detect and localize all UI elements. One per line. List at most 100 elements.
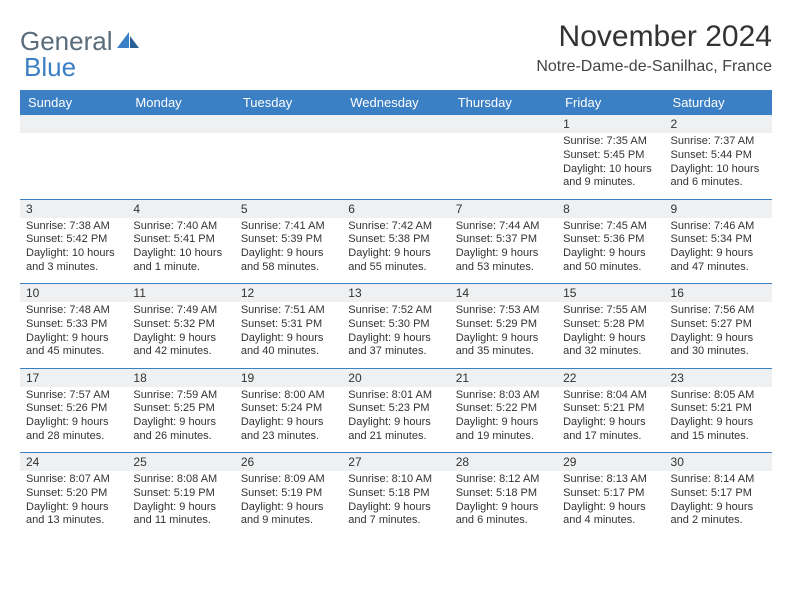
sunset-text: Sunset: 5:41 PM — [133, 233, 228, 247]
sunset-text: Sunset: 5:44 PM — [671, 149, 766, 163]
day-number-cell: 4 — [127, 199, 234, 218]
sunrise-text: Sunrise: 8:09 AM — [241, 473, 336, 487]
day-info-cell — [20, 133, 127, 199]
sunset-text: Sunset: 5:32 PM — [133, 318, 228, 332]
daylight-text: Daylight: 9 hours and 21 minutes. — [348, 416, 443, 444]
day-info-cell: Sunrise: 7:38 AMSunset: 5:42 PMDaylight:… — [20, 218, 127, 284]
sunrise-text: Sunrise: 7:59 AM — [133, 389, 228, 403]
title-block: November 2024 Notre-Dame-de-Sanilhac, Fr… — [536, 20, 772, 76]
day-info-cell — [342, 133, 449, 199]
sunrise-text: Sunrise: 8:10 AM — [348, 473, 443, 487]
daylight-text: Daylight: 10 hours and 9 minutes. — [563, 163, 658, 191]
daylight-text: Daylight: 9 hours and 53 minutes. — [456, 247, 551, 275]
sunset-text: Sunset: 5:39 PM — [241, 233, 336, 247]
day-number-cell: 28 — [450, 453, 557, 472]
day-number-cell: 9 — [665, 199, 772, 218]
day-info-cell: Sunrise: 7:40 AMSunset: 5:41 PMDaylight:… — [127, 218, 234, 284]
day-number-cell: 21 — [450, 368, 557, 387]
sunrise-text: Sunrise: 8:07 AM — [26, 473, 121, 487]
day-number-cell: 25 — [127, 453, 234, 472]
daylight-text: Daylight: 9 hours and 37 minutes. — [348, 332, 443, 360]
sunset-text: Sunset: 5:27 PM — [671, 318, 766, 332]
sunset-text: Sunset: 5:31 PM — [241, 318, 336, 332]
weekday-header: Friday — [557, 90, 664, 115]
daylight-text: Daylight: 9 hours and 28 minutes. — [26, 416, 121, 444]
week-info-row: Sunrise: 7:38 AMSunset: 5:42 PMDaylight:… — [20, 218, 772, 284]
day-info-cell: Sunrise: 8:01 AMSunset: 5:23 PMDaylight:… — [342, 387, 449, 453]
daylight-text: Daylight: 9 hours and 17 minutes. — [563, 416, 658, 444]
day-info-cell: Sunrise: 7:56 AMSunset: 5:27 PMDaylight:… — [665, 302, 772, 368]
day-number-cell: 7 — [450, 199, 557, 218]
day-number-cell: 3 — [20, 199, 127, 218]
sunrise-text: Sunrise: 7:46 AM — [671, 220, 766, 234]
sunrise-text: Sunrise: 7:49 AM — [133, 304, 228, 318]
sunset-text: Sunset: 5:30 PM — [348, 318, 443, 332]
header: General November 2024 Notre-Dame-de-Sani… — [20, 20, 772, 76]
sunset-text: Sunset: 5:26 PM — [26, 402, 121, 416]
day-number-cell: 24 — [20, 453, 127, 472]
day-info-cell — [235, 133, 342, 199]
daylight-text: Daylight: 10 hours and 6 minutes. — [671, 163, 766, 191]
sunset-text: Sunset: 5:18 PM — [456, 487, 551, 501]
day-info-cell: Sunrise: 8:10 AMSunset: 5:18 PMDaylight:… — [342, 471, 449, 537]
day-info-cell: Sunrise: 8:14 AMSunset: 5:17 PMDaylight:… — [665, 471, 772, 537]
daylight-text: Daylight: 9 hours and 58 minutes. — [241, 247, 336, 275]
sunrise-text: Sunrise: 8:00 AM — [241, 389, 336, 403]
day-info-cell: Sunrise: 8:08 AMSunset: 5:19 PMDaylight:… — [127, 471, 234, 537]
day-info-cell: Sunrise: 7:57 AMSunset: 5:26 PMDaylight:… — [20, 387, 127, 453]
sunrise-text: Sunrise: 7:38 AM — [26, 220, 121, 234]
daylight-text: Daylight: 9 hours and 30 minutes. — [671, 332, 766, 360]
logo-sail-icon — [115, 26, 143, 57]
day-number-cell: 19 — [235, 368, 342, 387]
day-info-cell: Sunrise: 7:42 AMSunset: 5:38 PMDaylight:… — [342, 218, 449, 284]
weekday-header: Tuesday — [235, 90, 342, 115]
sunset-text: Sunset: 5:33 PM — [26, 318, 121, 332]
day-number-cell: 1 — [557, 115, 664, 133]
daylight-text: Daylight: 9 hours and 6 minutes. — [456, 501, 551, 529]
sunset-text: Sunset: 5:18 PM — [348, 487, 443, 501]
day-number-cell: 6 — [342, 199, 449, 218]
day-info-cell: Sunrise: 8:13 AMSunset: 5:17 PMDaylight:… — [557, 471, 664, 537]
daylight-text: Daylight: 9 hours and 50 minutes. — [563, 247, 658, 275]
day-info-cell: Sunrise: 8:00 AMSunset: 5:24 PMDaylight:… — [235, 387, 342, 453]
daylight-text: Daylight: 9 hours and 9 minutes. — [241, 501, 336, 529]
sunset-text: Sunset: 5:28 PM — [563, 318, 658, 332]
week-number-row: 10111213141516 — [20, 284, 772, 303]
day-number-cell: 5 — [235, 199, 342, 218]
sunset-text: Sunset: 5:19 PM — [133, 487, 228, 501]
sunset-text: Sunset: 5:42 PM — [26, 233, 121, 247]
week-info-row: Sunrise: 8:07 AMSunset: 5:20 PMDaylight:… — [20, 471, 772, 537]
week-number-row: 3456789 — [20, 199, 772, 218]
daylight-text: Daylight: 9 hours and 26 minutes. — [133, 416, 228, 444]
sunset-text: Sunset: 5:20 PM — [26, 487, 121, 501]
sunset-text: Sunset: 5:37 PM — [456, 233, 551, 247]
sunrise-text: Sunrise: 7:35 AM — [563, 135, 658, 149]
day-info-cell: Sunrise: 7:53 AMSunset: 5:29 PMDaylight:… — [450, 302, 557, 368]
day-number-cell — [127, 115, 234, 133]
calendar-table: Sunday Monday Tuesday Wednesday Thursday… — [20, 90, 772, 537]
sunset-text: Sunset: 5:34 PM — [671, 233, 766, 247]
day-number-cell: 2 — [665, 115, 772, 133]
sunset-text: Sunset: 5:19 PM — [241, 487, 336, 501]
day-number-cell: 13 — [342, 284, 449, 303]
daylight-text: Daylight: 9 hours and 7 minutes. — [348, 501, 443, 529]
daylight-text: Daylight: 9 hours and 32 minutes. — [563, 332, 658, 360]
sunset-text: Sunset: 5:21 PM — [671, 402, 766, 416]
sunset-text: Sunset: 5:24 PM — [241, 402, 336, 416]
sunrise-text: Sunrise: 7:48 AM — [26, 304, 121, 318]
week-info-row: Sunrise: 7:48 AMSunset: 5:33 PM Daylight:… — [20, 302, 772, 368]
day-info-cell: Sunrise: 8:05 AMSunset: 5:21 PMDaylight:… — [665, 387, 772, 453]
daylight-text: Daylight: 10 hours and 3 minutes. — [26, 247, 121, 275]
daylight-text: Daylight: 9 hours and 35 minutes. — [456, 332, 551, 360]
daylight-text: Daylight: 9 hours and 13 minutes. — [26, 501, 121, 529]
week-number-row: 24252627282930 — [20, 453, 772, 472]
sunset-text: Sunset: 5:22 PM — [456, 402, 551, 416]
day-info-cell — [127, 133, 234, 199]
day-info-cell: Sunrise: 8:12 AMSunset: 5:18 PMDaylight:… — [450, 471, 557, 537]
day-info-cell: Sunrise: 7:51 AMSunset: 5:31 PMDaylight:… — [235, 302, 342, 368]
daylight-text: Daylight: 9 hours and 11 minutes. — [133, 501, 228, 529]
week-number-row: 12 — [20, 115, 772, 133]
sunset-text: Sunset: 5:25 PM — [133, 402, 228, 416]
weekday-header: Monday — [127, 90, 234, 115]
day-number-cell: 15 — [557, 284, 664, 303]
